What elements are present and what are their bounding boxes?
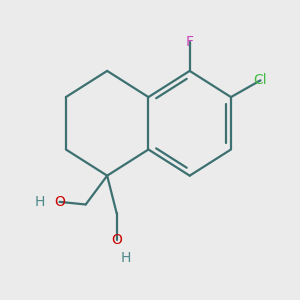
Text: H: H: [34, 195, 45, 209]
Text: H: H: [121, 251, 131, 265]
Text: F: F: [186, 35, 194, 49]
Text: Cl: Cl: [254, 73, 267, 87]
Text: O: O: [54, 195, 65, 209]
Text: O: O: [111, 232, 122, 247]
